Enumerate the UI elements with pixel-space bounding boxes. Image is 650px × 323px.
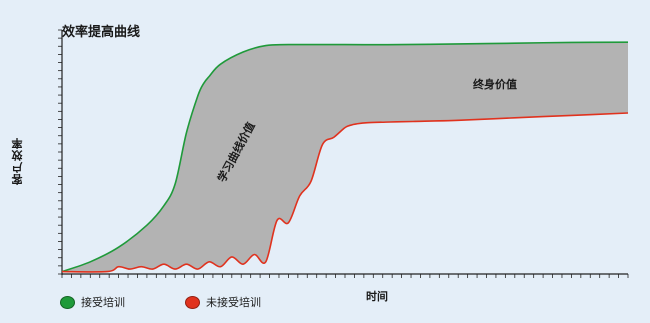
legend-label-trained: 接受培训	[81, 296, 125, 309]
series-line-untrained	[61, 112, 629, 273]
x-axis-label: 时间	[366, 290, 388, 303]
legend-label-untrained: 未接受培训	[206, 296, 261, 309]
series-line-trained	[61, 41, 629, 273]
legend-item-trained: 接受培训	[60, 294, 125, 310]
legend-item-untrained: 未接受培训	[185, 294, 261, 310]
value-gap-area	[62, 42, 628, 272]
legend-swatch-untrained	[185, 295, 200, 309]
legend-swatch-trained	[60, 295, 75, 309]
chart-title: 效率提高曲线	[62, 25, 141, 40]
annotation-lifetime-value: 终身价值	[473, 77, 517, 91]
